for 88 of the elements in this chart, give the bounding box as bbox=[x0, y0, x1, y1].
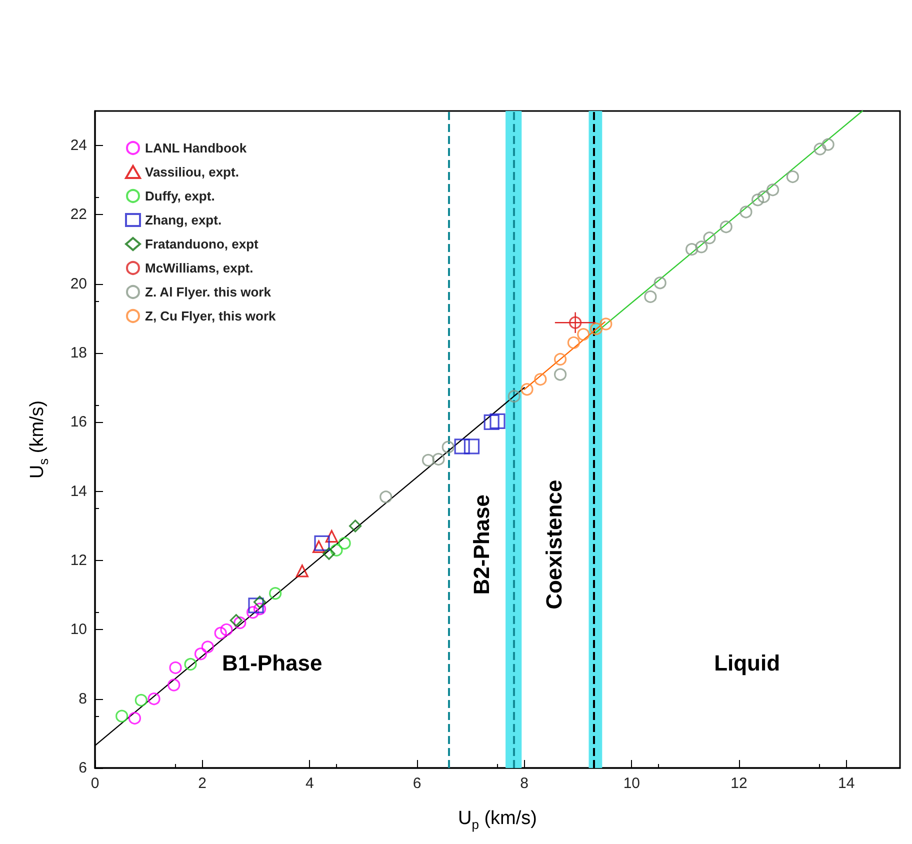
point bbox=[685, 243, 698, 256]
x-tick-label: 10 bbox=[623, 775, 640, 792]
point bbox=[569, 316, 582, 329]
y-tick-label: 6 bbox=[78, 760, 87, 776]
point bbox=[814, 142, 826, 156]
x-tick-label: 8 bbox=[520, 775, 529, 792]
point bbox=[740, 206, 752, 218]
point bbox=[380, 490, 392, 504]
point bbox=[786, 170, 799, 183]
legend-label: Fratanduono, expt bbox=[145, 236, 260, 252]
annotation: Liquid bbox=[714, 650, 780, 676]
annotation: B1-Phase bbox=[222, 650, 322, 676]
legend-label: Vassiliou, expt. bbox=[145, 164, 239, 180]
point bbox=[766, 184, 780, 196]
point bbox=[508, 390, 520, 403]
point bbox=[348, 520, 362, 532]
point bbox=[757, 190, 770, 204]
point bbox=[554, 368, 567, 381]
point bbox=[194, 648, 208, 660]
legend-label: Duffy, expt. bbox=[145, 188, 215, 204]
point bbox=[248, 598, 264, 614]
point bbox=[520, 383, 534, 396]
x-tick-label: 0 bbox=[90, 775, 100, 792]
point bbox=[128, 712, 142, 725]
point bbox=[464, 438, 480, 454]
point bbox=[330, 544, 343, 556]
point bbox=[654, 276, 666, 290]
point bbox=[220, 623, 233, 636]
point bbox=[490, 413, 506, 429]
point bbox=[577, 328, 590, 341]
point bbox=[134, 694, 148, 707]
annotation: B2-Phase bbox=[468, 494, 494, 595]
point bbox=[148, 692, 160, 706]
y-tick-label: 24 bbox=[70, 137, 87, 154]
annotation: Coexistence bbox=[541, 480, 566, 610]
point bbox=[314, 535, 330, 552]
point bbox=[554, 352, 567, 366]
legend-label: Z. Al Flyer. this work bbox=[145, 284, 272, 300]
x-tick-label: 6 bbox=[412, 775, 422, 792]
point bbox=[644, 290, 657, 303]
point bbox=[296, 564, 308, 578]
point bbox=[168, 678, 180, 692]
point bbox=[590, 322, 603, 336]
y-tick-label: 20 bbox=[70, 275, 87, 292]
point bbox=[338, 536, 351, 550]
x-tick-label: 4 bbox=[305, 775, 314, 792]
legend-label: Z, Cu Flyer, this work bbox=[145, 308, 277, 324]
point bbox=[422, 454, 435, 467]
point bbox=[246, 606, 260, 619]
point bbox=[184, 658, 197, 671]
point bbox=[442, 440, 454, 454]
point bbox=[432, 452, 445, 466]
point bbox=[325, 530, 338, 543]
point bbox=[312, 540, 326, 553]
point bbox=[484, 414, 500, 430]
y-tick-label: 18 bbox=[70, 344, 87, 362]
point bbox=[322, 547, 336, 560]
x-tick-label: 2 bbox=[198, 775, 207, 792]
point bbox=[695, 240, 708, 254]
y-tick-label: 14 bbox=[70, 482, 87, 500]
point bbox=[269, 587, 282, 600]
point bbox=[234, 616, 246, 630]
x-tick-label: 12 bbox=[730, 775, 748, 792]
legend-label: Zhang, expt. bbox=[145, 212, 222, 228]
point bbox=[600, 318, 612, 330]
point bbox=[454, 438, 470, 454]
point bbox=[703, 232, 716, 244]
legend-label: McWilliams, expt. bbox=[145, 260, 254, 276]
point bbox=[751, 194, 764, 206]
point bbox=[169, 661, 182, 674]
point bbox=[214, 626, 227, 640]
y-tick-label: 22 bbox=[70, 206, 87, 224]
point bbox=[253, 602, 266, 616]
legend-label: LANL Handbook bbox=[145, 140, 248, 156]
y-tick-label: 12 bbox=[70, 552, 87, 570]
y-tick-label: 10 bbox=[70, 621, 87, 638]
y-axis-title: Us (km/s) bbox=[27, 400, 51, 479]
point bbox=[116, 710, 128, 722]
y-tick-label: 8 bbox=[78, 690, 87, 708]
point bbox=[822, 138, 834, 151]
point bbox=[534, 373, 547, 386]
point bbox=[253, 596, 266, 608]
y-tick-label: 16 bbox=[70, 414, 87, 431]
point bbox=[567, 336, 580, 349]
point bbox=[230, 614, 242, 627]
point bbox=[720, 220, 732, 234]
point bbox=[201, 640, 214, 654]
x-tick-label: 14 bbox=[838, 775, 855, 792]
